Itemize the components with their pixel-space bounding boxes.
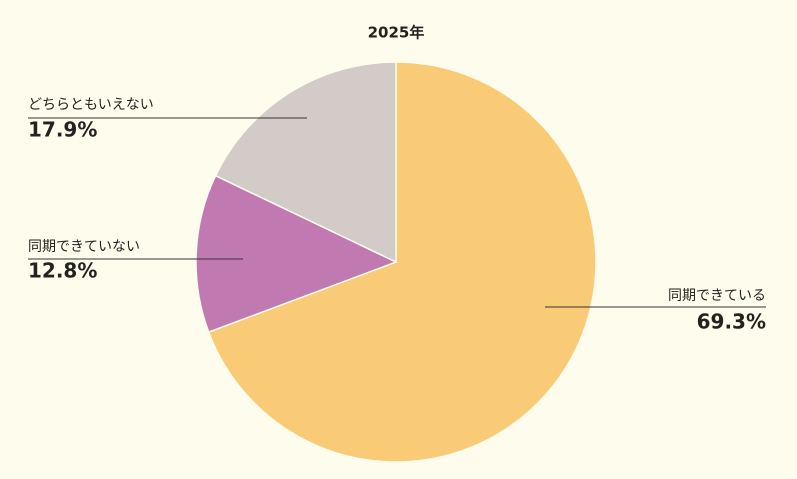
slice-value: 69.3% xyxy=(697,310,766,334)
slice-value: 17.9% xyxy=(28,118,97,142)
slice-value: 12.8% xyxy=(28,259,97,283)
slice-label: どちらともいえない xyxy=(28,97,154,113)
pie-slice xyxy=(207,61,597,463)
slice-label: 同期できている xyxy=(668,288,766,304)
pie-slice xyxy=(214,61,397,264)
slice-label: 同期できていない xyxy=(28,239,140,255)
pie-slice xyxy=(195,174,398,334)
chart-title: 2025年 xyxy=(368,24,425,42)
